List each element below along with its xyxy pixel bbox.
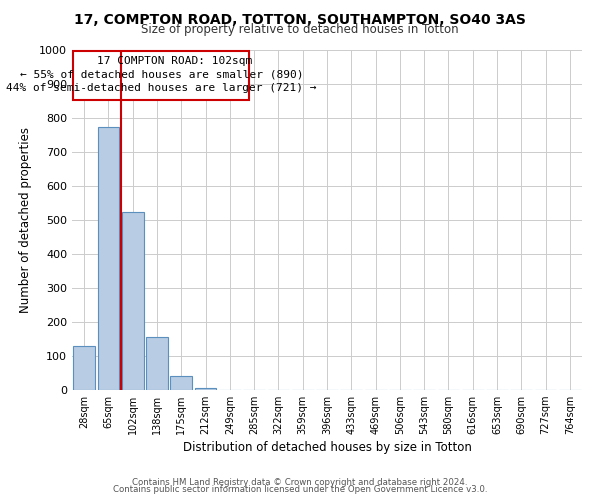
Bar <box>146 338 168 390</box>
Text: Contains HM Land Registry data © Crown copyright and database right 2024.: Contains HM Land Registry data © Crown c… <box>132 478 468 487</box>
FancyBboxPatch shape <box>73 50 249 100</box>
Bar <box>194 388 217 390</box>
Bar <box>73 346 95 390</box>
Text: ← 55% of detached houses are smaller (890): ← 55% of detached houses are smaller (89… <box>19 70 303 80</box>
Bar <box>170 376 192 390</box>
Bar <box>97 126 119 390</box>
Text: Contains public sector information licensed under the Open Government Licence v3: Contains public sector information licen… <box>113 486 487 494</box>
Text: Size of property relative to detached houses in Totton: Size of property relative to detached ho… <box>141 22 459 36</box>
X-axis label: Distribution of detached houses by size in Totton: Distribution of detached houses by size … <box>182 442 472 454</box>
Text: 17 COMPTON ROAD: 102sqm: 17 COMPTON ROAD: 102sqm <box>70 56 253 66</box>
Y-axis label: Number of detached properties: Number of detached properties <box>19 127 32 313</box>
Bar <box>122 212 143 390</box>
Text: 44% of semi-detached houses are larger (721) →: 44% of semi-detached houses are larger (… <box>6 82 317 92</box>
Text: 17, COMPTON ROAD, TOTTON, SOUTHAMPTON, SO40 3AS: 17, COMPTON ROAD, TOTTON, SOUTHAMPTON, S… <box>74 12 526 26</box>
